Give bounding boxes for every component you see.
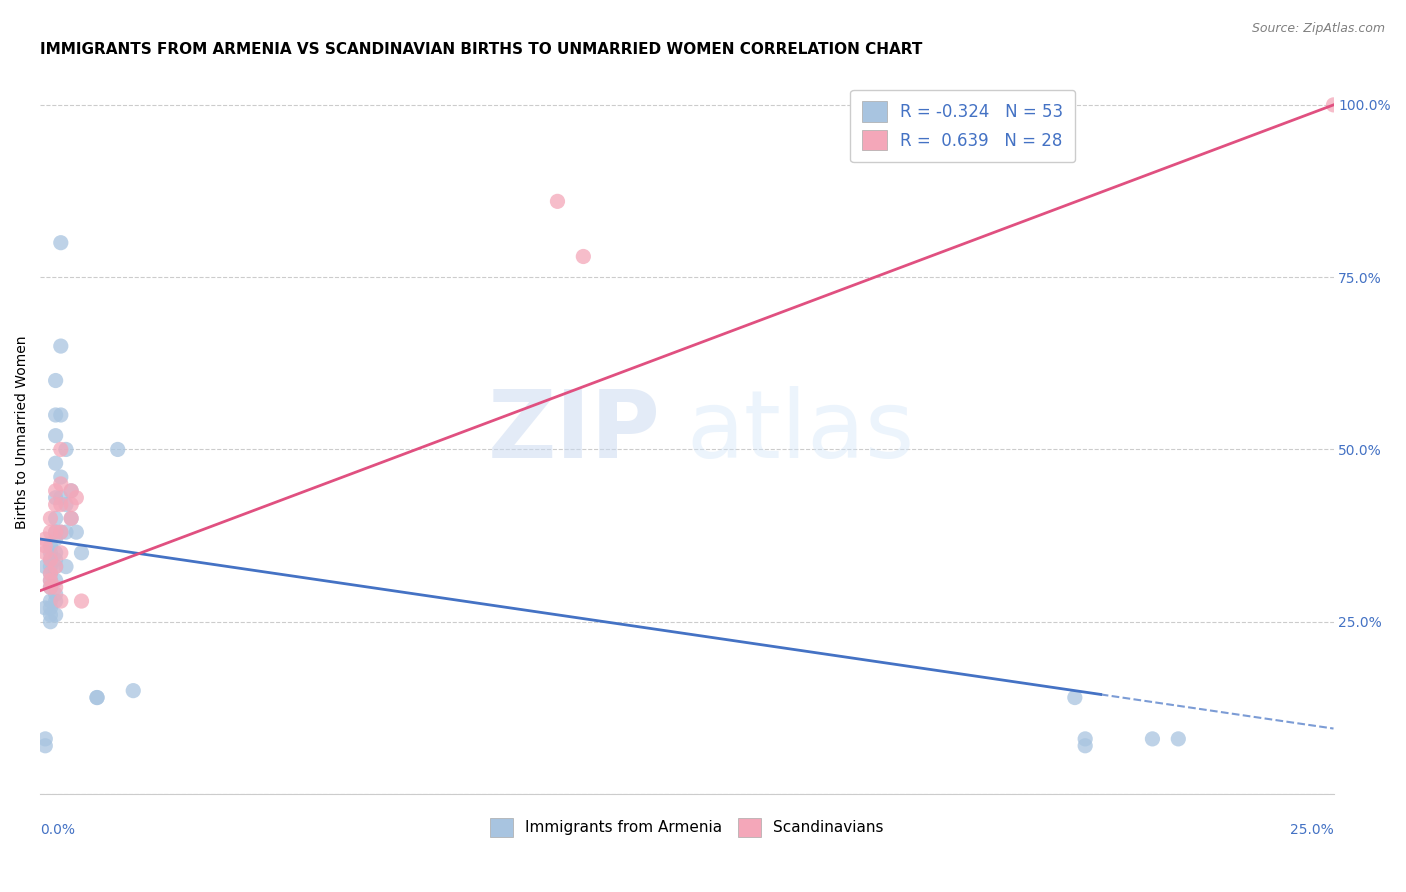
Point [39,552,62,566]
Y-axis label: Births to Unmarried Women: Births to Unmarried Women [15,335,30,529]
Point [1074,731,1097,746]
Point [70,594,93,608]
Point [34,739,56,753]
Point [45,525,67,540]
Legend: Immigrants from Armenia, Scandinavians: Immigrants from Armenia, Scandinavians [482,810,891,844]
Point [1322,98,1344,112]
Point [45,532,67,546]
Point [60,511,83,525]
Point [34,546,56,560]
Point [39,615,62,629]
Point [60,483,83,498]
Text: IMMIGRANTS FROM ARMENIA VS SCANDINAVIAN BIRTHS TO UNMARRIED WOMEN CORRELATION CH: IMMIGRANTS FROM ARMENIA VS SCANDINAVIAN … [41,42,922,57]
Point [1063,690,1085,705]
Point [34,731,56,746]
Point [39,580,62,594]
Text: 0.0%: 0.0% [41,823,75,837]
Point [45,525,67,540]
Point [49,408,72,422]
Point [60,498,83,512]
Point [45,580,67,594]
Point [49,546,72,560]
Text: ZIP: ZIP [488,386,661,478]
Point [39,607,62,622]
Text: Source: ZipAtlas.com: Source: ZipAtlas.com [1251,22,1385,36]
Point [45,546,67,560]
Point [49,498,72,512]
Point [65,491,87,505]
Point [45,594,67,608]
Point [49,476,72,491]
Point [39,546,62,560]
Point [39,594,62,608]
Point [49,525,72,540]
Point [70,546,93,560]
Text: 25.0%: 25.0% [1289,823,1333,837]
Point [65,525,87,540]
Point [39,580,62,594]
Point [45,559,67,574]
Point [45,607,67,622]
Point [45,552,67,566]
Point [1074,739,1097,753]
Point [39,566,62,581]
Point [34,532,56,546]
Point [34,539,56,553]
Point [45,511,67,525]
Point [49,339,72,353]
Point [86,690,108,705]
Point [55,559,77,574]
Point [49,525,72,540]
Point [55,442,77,457]
Point [49,594,72,608]
Point [45,491,67,505]
Point [45,587,67,601]
Point [107,442,129,457]
Point [45,498,67,512]
Point [49,470,72,484]
Point [49,491,72,505]
Point [39,525,62,540]
Point [39,552,62,566]
Point [572,250,595,264]
Point [55,498,77,512]
Point [45,456,67,470]
Point [86,690,108,705]
Point [45,408,67,422]
Point [60,483,83,498]
Point [45,374,67,388]
Point [55,525,77,540]
Point [49,442,72,457]
Point [39,559,62,574]
Point [45,483,67,498]
Point [122,683,145,698]
Point [34,559,56,574]
Point [39,601,62,615]
Point [39,539,62,553]
Point [39,511,62,525]
Point [45,428,67,442]
Point [39,574,62,588]
Point [546,194,568,209]
Text: atlas: atlas [686,386,915,478]
Point [34,601,56,615]
Point [45,574,67,588]
Point [39,566,62,581]
Point [1167,731,1189,746]
Point [60,511,83,525]
Point [1142,731,1164,746]
Point [39,574,62,588]
Point [45,559,67,574]
Point [49,235,72,250]
